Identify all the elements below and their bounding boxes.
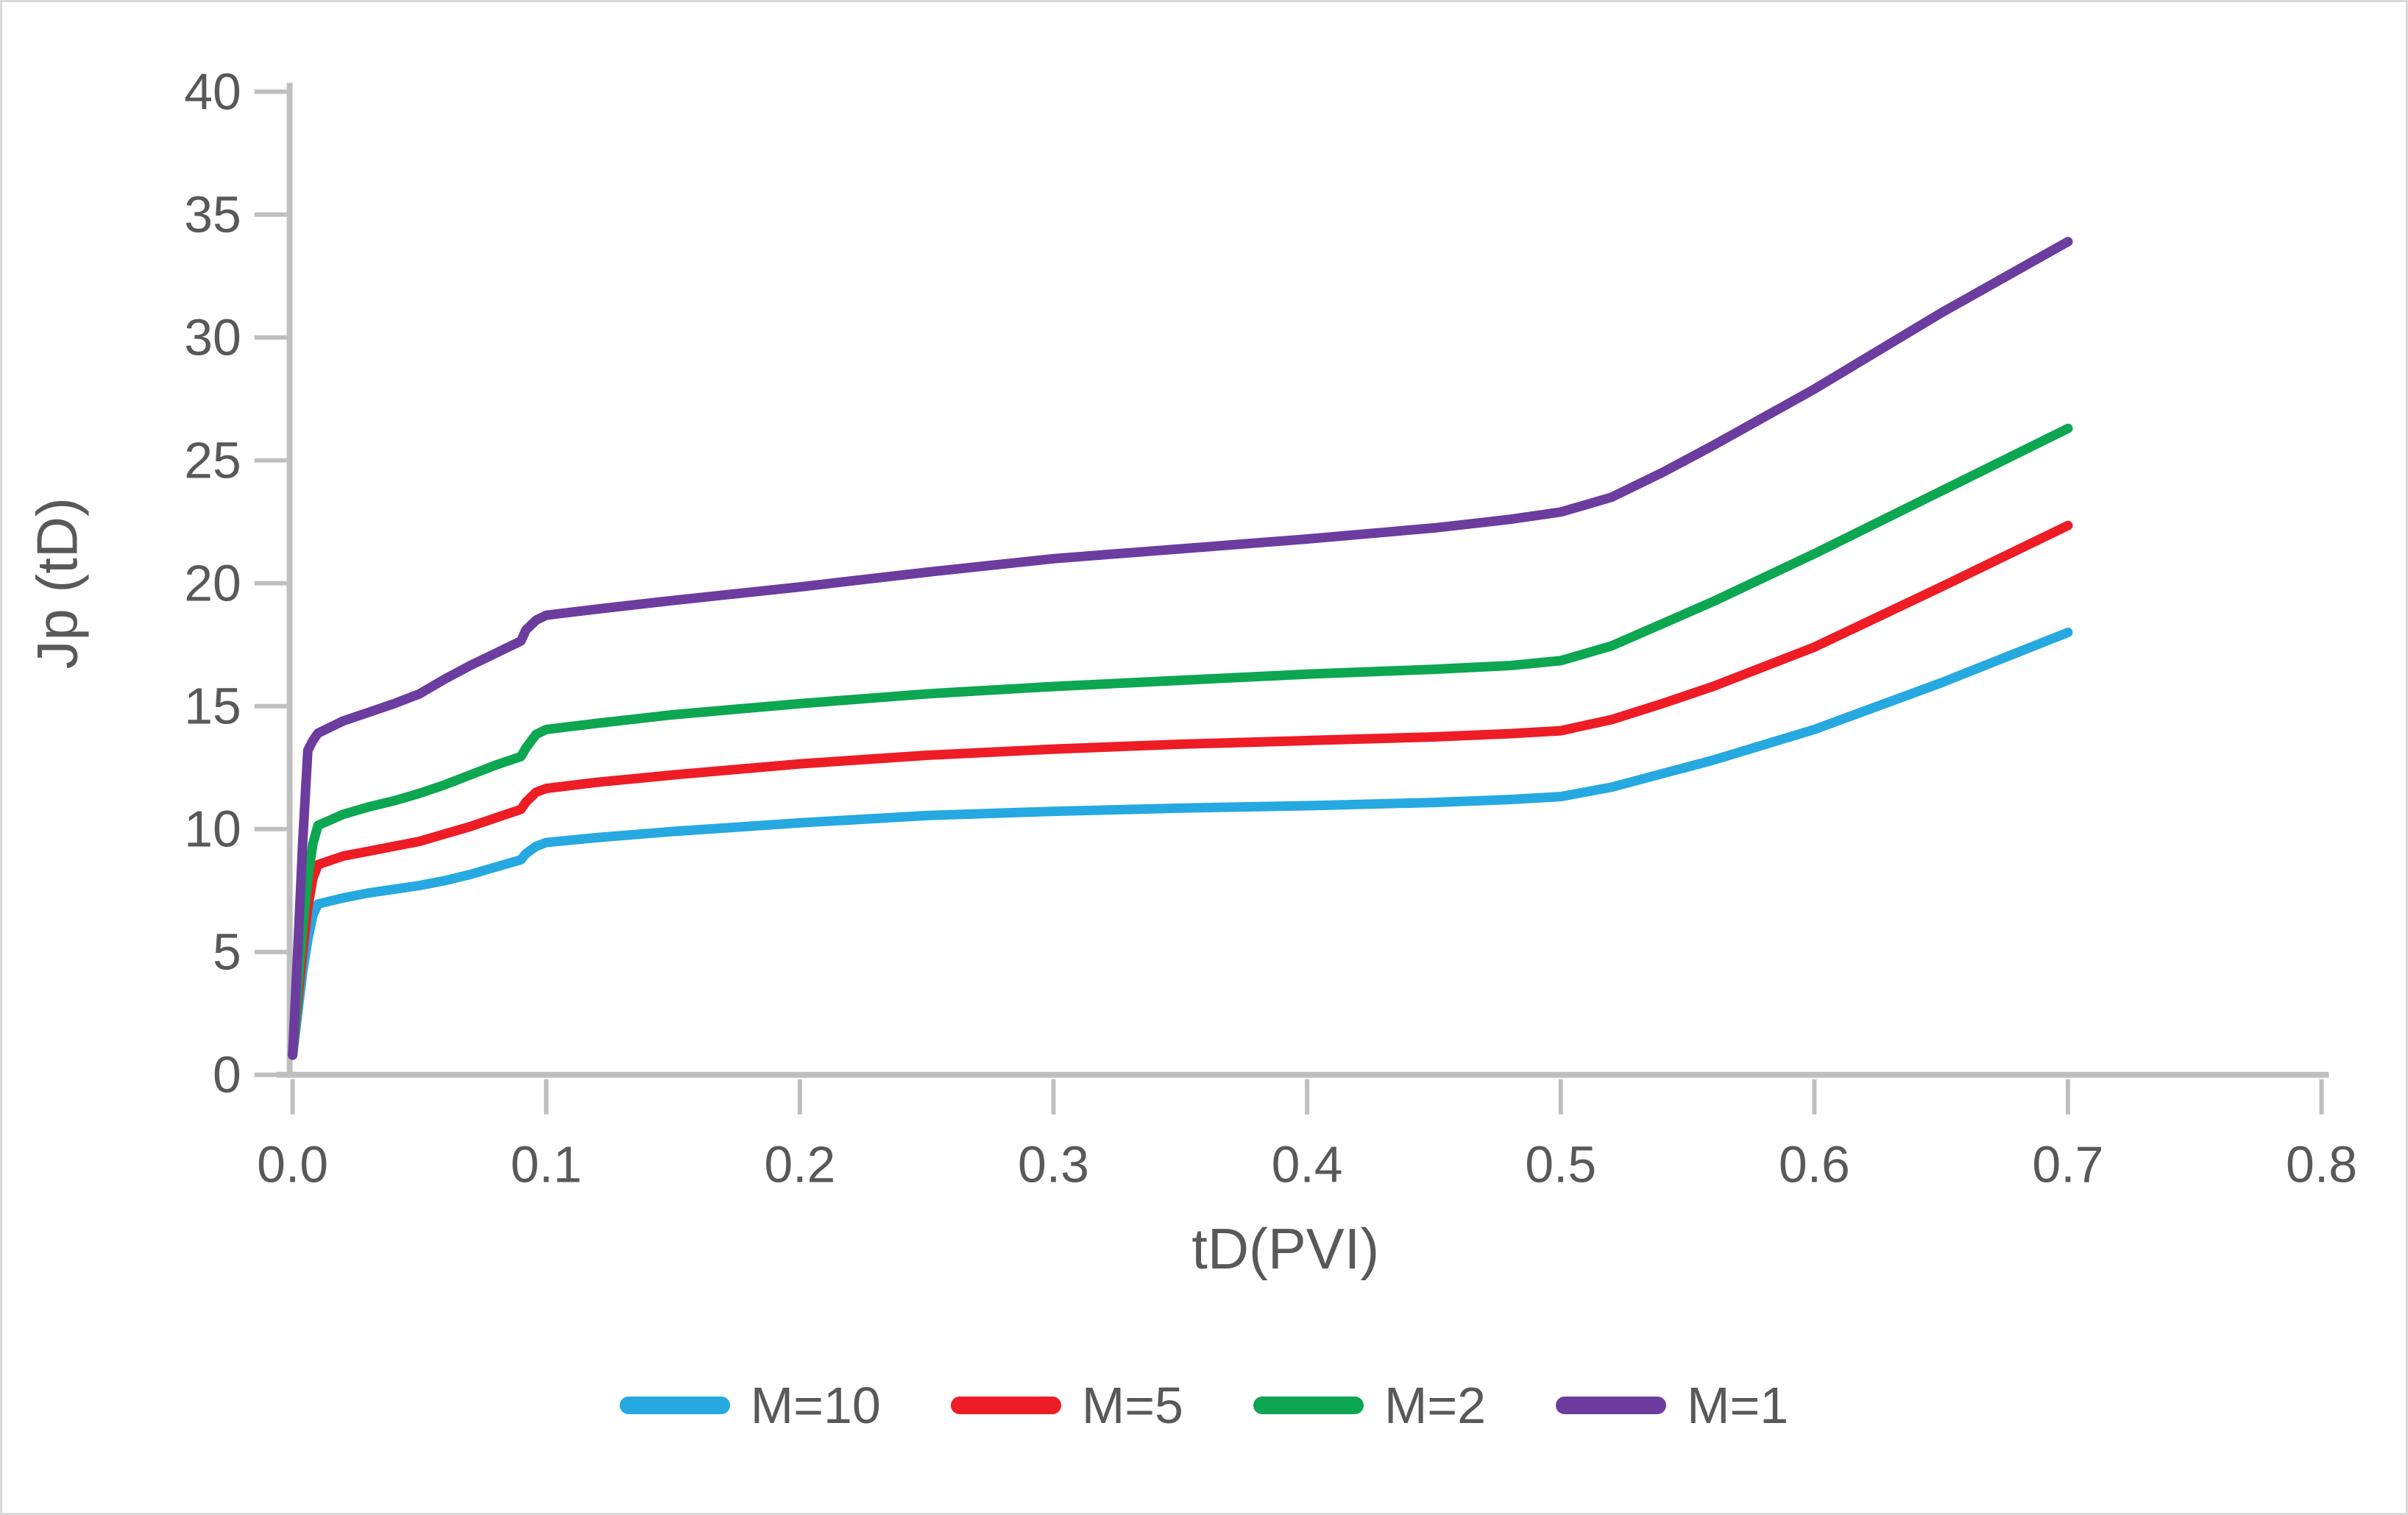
legend-swatch (1556, 1397, 1667, 1414)
y-tick-label: 40 (184, 63, 241, 121)
legend-label: M=2 (1384, 1377, 1487, 1434)
legend-item-m2: M=2 (1253, 1380, 1486, 1431)
y-axis-title: Jp (tD) (26, 497, 89, 669)
y-tick-label: 5 (213, 923, 241, 981)
x-tick-label: 0.3 (1018, 1135, 1089, 1193)
legend-swatch (950, 1397, 1061, 1414)
legend-swatch (619, 1397, 730, 1414)
legend-label: M=10 (750, 1377, 881, 1434)
x-tick-label: 0.0 (257, 1135, 328, 1193)
y-tick-label: 30 (184, 309, 241, 366)
x-tick-label: 0.6 (1779, 1135, 1850, 1193)
x-tick-label: 0.5 (1525, 1135, 1596, 1193)
legend-item-m10: M=10 (619, 1377, 881, 1434)
y-tick-label: 35 (184, 186, 241, 244)
y-tick-label: 0 (213, 1046, 241, 1104)
series-line-m5 (288, 520, 2073, 1060)
legend-label: M=1 (1687, 1377, 1789, 1434)
legend-item-m1: M=1 (1556, 1380, 1788, 1431)
x-tick-label: 0.8 (2286, 1135, 2357, 1193)
y-tick-label: 15 (184, 678, 241, 735)
y-tick-label: 25 (184, 432, 241, 489)
y-tick-label: 20 (184, 555, 241, 612)
axes: 0 5 10 15 20 25 30 35 40 0.0 0.1 0.2 0.3 0.4 0.5 0.6 0.7… (184, 63, 2357, 1193)
chart-legend: M=10 M=5 M=2 M=1 (2, 1380, 2406, 1431)
x-axis-title: tD(PVI) (1191, 1218, 1379, 1281)
series-lines (288, 236, 2073, 1060)
x-tick-label: 0.2 (764, 1135, 835, 1193)
legend-label: M=5 (1081, 1377, 1183, 1434)
series-line-m2 (288, 423, 2073, 1060)
x-tick-label: 0.7 (2032, 1135, 2103, 1193)
legend-item-m5: M=5 (950, 1377, 1183, 1434)
y-tick-label: 10 (184, 801, 241, 858)
x-tick-label: 0.4 (1272, 1135, 1343, 1193)
series-line-m10 (288, 628, 2073, 1060)
x-tick-label: 0.1 (511, 1135, 582, 1193)
legend-swatch (1253, 1397, 1364, 1414)
series-line-m1 (288, 236, 2073, 1060)
